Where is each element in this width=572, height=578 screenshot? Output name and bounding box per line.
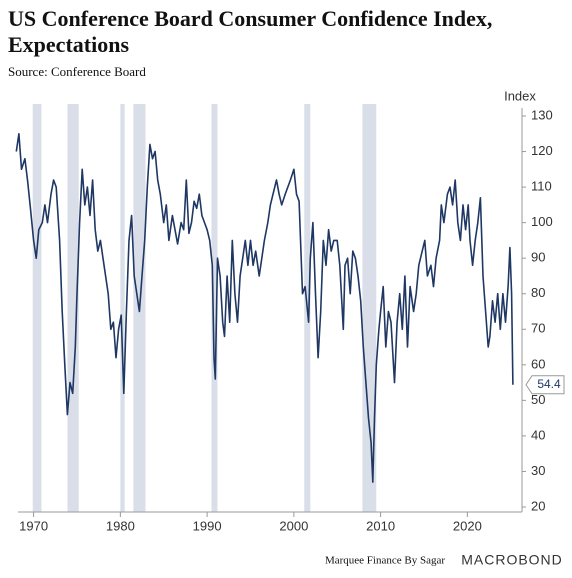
x-tick-label: 1980	[106, 518, 135, 533]
x-tick-label: 2000	[279, 518, 308, 533]
x-tick-label: 1970	[19, 518, 48, 533]
x-tick-label: 2020	[453, 518, 482, 533]
y-tick-label: 40	[531, 427, 545, 442]
y-axis-label: Index	[504, 88, 536, 103]
y-tick-label: 80	[531, 285, 545, 300]
x-tick-label: 1990	[193, 518, 222, 533]
y-tick-label: 20	[531, 498, 545, 513]
recession-band	[32, 104, 42, 512]
y-tick-label: 50	[531, 392, 545, 407]
series-line	[15, 133, 514, 483]
chart-title: US Conference Board Consumer Confidence …	[8, 6, 493, 57]
recession-band	[362, 104, 377, 512]
y-tick-label: 100	[531, 214, 553, 229]
y-tick-label: 110	[531, 179, 552, 194]
x-tick-label: 2010	[366, 518, 395, 533]
brand: MACROBOND	[461, 552, 563, 568]
chart-subtitle: Source: Conference Board	[8, 64, 146, 79]
recession-band	[67, 104, 79, 512]
y-tick-label: 130	[531, 107, 553, 122]
last-value-label: 54.4	[537, 377, 561, 391]
y-tick-label: 60	[531, 356, 545, 371]
footer: Marquee Finance By Sagar	[325, 555, 445, 567]
y-tick-label: 70	[531, 321, 545, 336]
recession-band	[211, 104, 218, 512]
y-tick-label: 90	[531, 250, 545, 265]
last-value-box	[525, 375, 565, 395]
recession-band	[120, 104, 125, 512]
y-tick-label: 30	[531, 463, 545, 478]
y-tick-label: 120	[531, 143, 553, 158]
